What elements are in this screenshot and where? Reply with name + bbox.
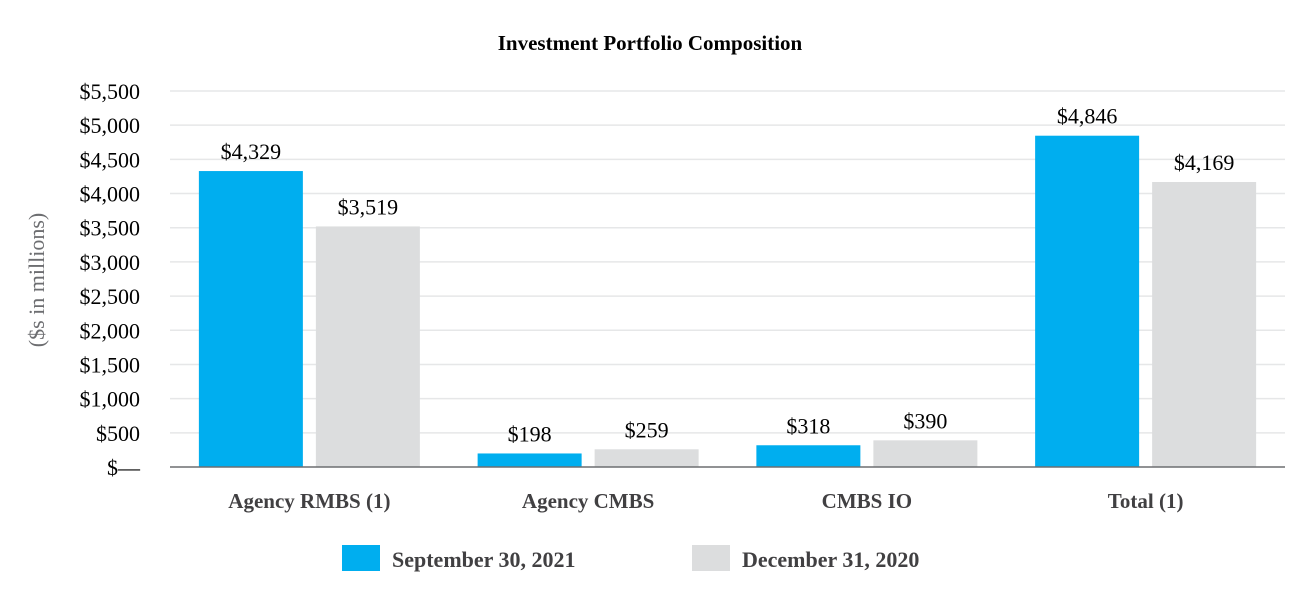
y-axis-label: ($s in millions) — [24, 213, 49, 347]
legend: September 30, 2021 December 31, 2020 — [342, 545, 919, 572]
x-tick-label: Total (1) — [1108, 489, 1184, 513]
x-tick-label: Agency CMBS — [522, 489, 654, 513]
bar-value-label: $4,169 — [1174, 150, 1235, 175]
bar — [756, 445, 861, 467]
bar-value-label: $4,846 — [1057, 104, 1118, 129]
y-tick-label: $— — [107, 455, 141, 480]
x-axis-ticks: Agency RMBS (1) Agency CMBS CMBS IO Total (… — [228, 489, 1183, 513]
y-tick-label: $5,000 — [80, 113, 141, 138]
data-labels: $4,329 $3,519 $198 $259 $318 $390 $4,846 $4,169 — [221, 104, 1235, 447]
bar — [315, 226, 420, 467]
y-tick-label: $5,500 — [80, 79, 141, 104]
x-tick-label: Agency RMBS (1) — [228, 489, 390, 513]
bar — [594, 449, 699, 467]
legend-swatch — [692, 545, 730, 571]
y-tick-label: $1,500 — [80, 352, 141, 377]
legend-label: December 31, 2020 — [742, 547, 919, 572]
chart-title: Investment Portfolio Composition — [498, 31, 803, 55]
bar-value-label: $259 — [625, 417, 669, 442]
y-tick-label: $3,500 — [80, 216, 141, 241]
bar — [477, 453, 582, 467]
bar-value-label: $198 — [508, 421, 552, 446]
bar-value-label: $3,519 — [338, 194, 399, 219]
bar — [1152, 181, 1257, 467]
legend-swatch — [342, 545, 380, 571]
y-tick-label: $500 — [96, 421, 140, 446]
y-tick-label: $4,000 — [80, 182, 141, 207]
legend-label: September 30, 2021 — [392, 547, 576, 572]
bar-value-label: $4,329 — [221, 139, 282, 164]
y-tick-label: $1,000 — [80, 387, 141, 412]
bar — [1035, 135, 1140, 467]
bar-value-label: $318 — [786, 413, 830, 438]
y-tick-label: $3,000 — [80, 250, 141, 275]
y-tick-label: $4,500 — [80, 147, 141, 172]
y-tick-label: $2,000 — [80, 318, 141, 343]
bar — [198, 171, 303, 467]
x-tick-label: CMBS IO — [822, 489, 912, 513]
bars — [198, 135, 1257, 467]
bar — [873, 440, 978, 467]
y-tick-label: $2,500 — [80, 284, 141, 309]
y-axis-ticks: $— $500 $1,000 $1,500 $2,000 $2,500 $3,000 $3,5… — [80, 79, 142, 480]
bar-value-label: $390 — [903, 408, 947, 433]
